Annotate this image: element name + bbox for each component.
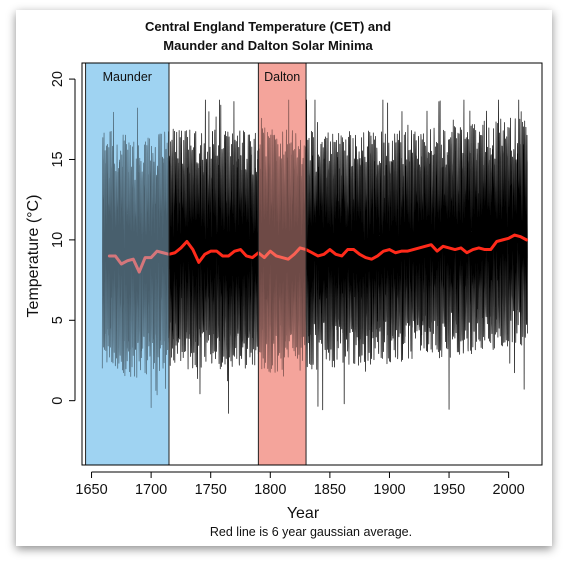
x-tick-label: 1800	[254, 482, 286, 498]
chart-card: Maunder Dalton 1650 1700 1750 1800 1850 1900 19…	[16, 10, 552, 546]
x-tick-label: 1650	[75, 482, 107, 498]
chart-caption: Red line is 6 year gaussian average.	[210, 525, 412, 539]
x-tick-label: 1850	[314, 482, 346, 498]
chart: Maunder Dalton 1650 1700 1750 1800 1850 1900 19…	[16, 10, 552, 546]
x-tick-label: 1950	[433, 482, 465, 498]
x-tick-label: 1900	[373, 482, 405, 498]
y-tick-label: 10	[50, 232, 66, 248]
y-tick-label: 0	[50, 397, 66, 405]
y-tick-label: 20	[50, 71, 66, 87]
x-tick-label: 1700	[135, 482, 167, 498]
y-tick-label: 5	[50, 316, 66, 324]
chart-title: Central England Temperature (CET) and	[145, 19, 391, 34]
monthly-temperature-line	[101, 99, 528, 414]
x-axis-label: Year	[287, 505, 320, 522]
dalton-region-tint	[258, 63, 307, 465]
maunder-region-tint	[85, 63, 169, 465]
gaussian-average-line	[107, 233, 529, 274]
dalton-region-label: Dalton	[264, 70, 300, 84]
y-axis-label: Temperature (°C)	[25, 195, 42, 318]
y-tick-label: 15	[50, 151, 66, 167]
chart-subtitle: Maunder and Dalton Solar Minima	[163, 38, 373, 53]
plot-frame	[81, 62, 543, 466]
x-tick-label: 2000	[492, 482, 524, 498]
x-tick-label: 1750	[195, 482, 227, 498]
maunder-region-label: Maunder	[103, 70, 152, 84]
